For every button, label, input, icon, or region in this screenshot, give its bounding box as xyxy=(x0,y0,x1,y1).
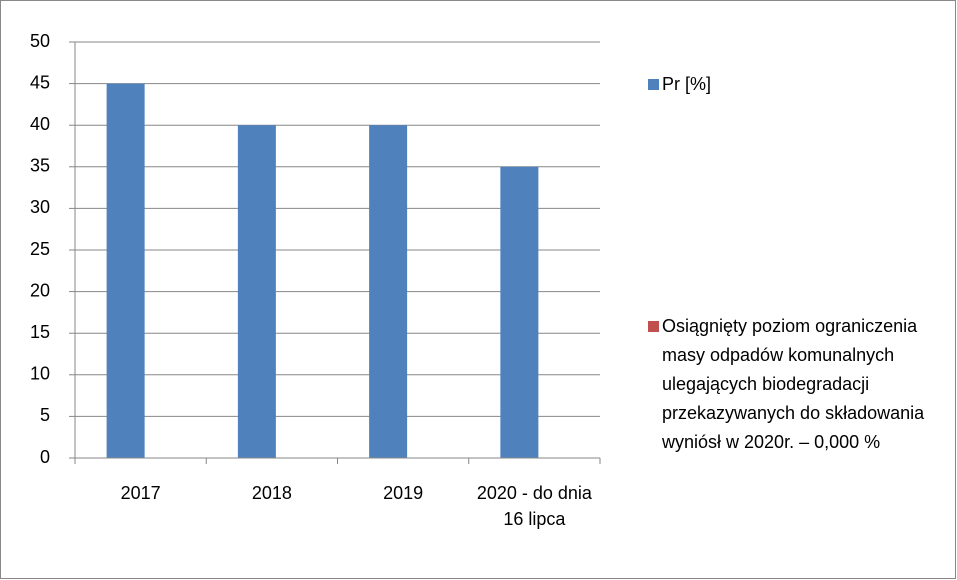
x-tick-label: 2017 xyxy=(120,483,161,503)
y-tick-label: 25 xyxy=(30,239,50,259)
y-tick-label: 35 xyxy=(30,156,50,176)
legend-swatch xyxy=(648,321,659,332)
x-tick-label: 2019 xyxy=(383,483,424,503)
x-tick-label: 2018 xyxy=(251,483,292,503)
y-tick-label: 30 xyxy=(30,197,50,217)
x-tick-label: 2020 - do dnia 16 lipca xyxy=(476,483,592,529)
bar xyxy=(237,125,276,458)
y-tick-label: 50 xyxy=(30,31,50,51)
y-tick-label: 20 xyxy=(30,280,50,300)
legend-swatch xyxy=(648,79,659,90)
y-tick-label: 45 xyxy=(30,72,50,92)
bar xyxy=(106,83,145,458)
y-tick-label: 5 xyxy=(40,405,50,425)
y-tick-label: 15 xyxy=(30,322,50,342)
y-tick-label: 40 xyxy=(30,114,50,134)
bar xyxy=(500,166,539,459)
y-tick-label: 10 xyxy=(30,364,50,384)
legend-label: Osiągnięty poziom ograniczenia masy odpa… xyxy=(662,316,925,452)
bar xyxy=(369,125,408,458)
legend-label: Pr [%] xyxy=(662,74,712,94)
y-tick-label: 0 xyxy=(40,447,50,467)
